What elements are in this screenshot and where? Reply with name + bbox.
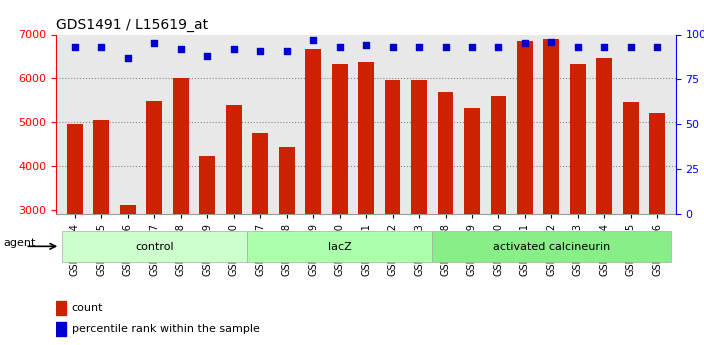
Point bbox=[308, 37, 319, 43]
Bar bbox=[279, 147, 294, 214]
Point bbox=[175, 46, 187, 52]
Point bbox=[572, 44, 584, 50]
Point bbox=[625, 44, 636, 50]
Bar bbox=[94, 120, 109, 214]
Point bbox=[360, 42, 372, 48]
Point bbox=[413, 44, 425, 50]
Point bbox=[122, 55, 134, 61]
Point bbox=[334, 44, 345, 50]
Point bbox=[520, 41, 531, 46]
Bar bbox=[570, 64, 586, 214]
Bar bbox=[623, 102, 639, 214]
Bar bbox=[438, 92, 453, 214]
FancyBboxPatch shape bbox=[62, 231, 247, 262]
Bar bbox=[517, 41, 533, 214]
Bar bbox=[172, 78, 189, 214]
Bar bbox=[384, 80, 401, 214]
Point bbox=[466, 44, 477, 50]
FancyBboxPatch shape bbox=[432, 231, 670, 262]
Bar bbox=[252, 132, 268, 214]
Bar bbox=[464, 108, 480, 214]
Bar bbox=[226, 105, 241, 214]
Text: lacZ: lacZ bbox=[328, 242, 351, 252]
Bar bbox=[411, 80, 427, 214]
Point bbox=[598, 44, 610, 50]
Bar bbox=[649, 113, 665, 214]
Point bbox=[96, 44, 107, 50]
Bar bbox=[120, 205, 136, 214]
Bar bbox=[491, 96, 506, 214]
Bar bbox=[306, 49, 321, 214]
Text: control: control bbox=[135, 242, 174, 252]
Bar bbox=[332, 64, 348, 214]
Bar bbox=[67, 124, 83, 214]
Text: activated calcineurin: activated calcineurin bbox=[493, 242, 610, 252]
Bar bbox=[199, 156, 215, 214]
Point bbox=[255, 48, 266, 53]
Bar bbox=[56, 322, 65, 336]
Point bbox=[228, 46, 239, 52]
Text: agent: agent bbox=[4, 238, 36, 248]
Point bbox=[281, 48, 292, 53]
Text: count: count bbox=[72, 303, 103, 313]
Bar bbox=[146, 101, 162, 214]
FancyBboxPatch shape bbox=[247, 231, 432, 262]
Point bbox=[149, 41, 160, 46]
Bar bbox=[543, 39, 560, 214]
Bar bbox=[56, 301, 65, 315]
Bar bbox=[596, 58, 612, 214]
Point bbox=[387, 44, 398, 50]
Point bbox=[440, 44, 451, 50]
Point bbox=[201, 53, 213, 59]
Point bbox=[493, 44, 504, 50]
Bar bbox=[358, 62, 374, 214]
Text: percentile rank within the sample: percentile rank within the sample bbox=[72, 324, 260, 334]
Point bbox=[69, 44, 80, 50]
Point bbox=[546, 39, 557, 45]
Point bbox=[652, 44, 663, 50]
Text: GDS1491 / L15619_at: GDS1491 / L15619_at bbox=[56, 18, 208, 32]
